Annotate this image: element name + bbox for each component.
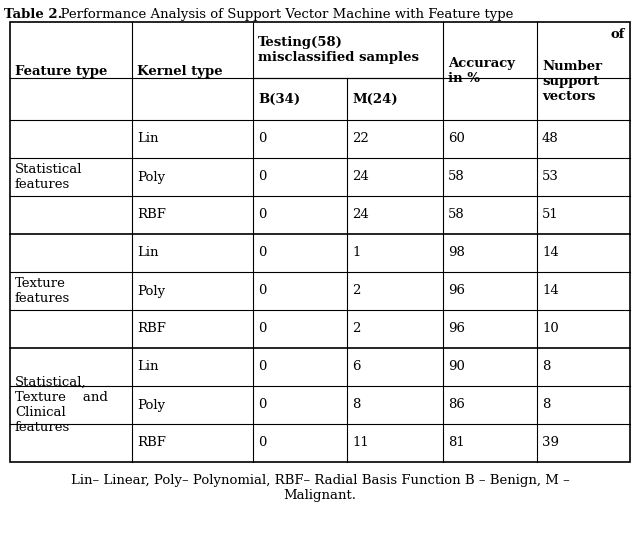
Text: 14: 14: [542, 285, 559, 297]
Text: 86: 86: [448, 398, 465, 412]
Text: 0: 0: [258, 285, 266, 297]
Text: 98: 98: [448, 247, 465, 260]
Text: 14: 14: [542, 247, 559, 260]
Text: of: of: [611, 27, 625, 41]
Text: Testing(58)
misclassified samples: Testing(58) misclassified samples: [258, 36, 419, 64]
Text: 24: 24: [352, 208, 369, 222]
Text: 8: 8: [542, 360, 550, 373]
Text: Feature type: Feature type: [15, 65, 108, 77]
Text: 6: 6: [352, 360, 360, 373]
Text: 24: 24: [352, 170, 369, 184]
Text: Table 2.: Table 2.: [4, 8, 62, 21]
Text: Poly: Poly: [137, 398, 165, 412]
Bar: [10, 22, 630, 462]
Text: 39: 39: [542, 436, 559, 450]
Text: 10: 10: [542, 323, 559, 335]
Text: 0: 0: [258, 360, 266, 373]
Text: 22: 22: [352, 132, 369, 145]
Text: Number
support
vectors: Number support vectors: [542, 60, 602, 104]
Text: 58: 58: [448, 208, 465, 222]
Text: Poly: Poly: [137, 170, 165, 184]
Text: 11: 11: [352, 436, 369, 450]
Text: 60: 60: [448, 132, 465, 145]
Text: 0: 0: [258, 436, 266, 450]
Text: 90: 90: [448, 360, 465, 373]
Text: 0: 0: [258, 170, 266, 184]
Text: 81: 81: [448, 436, 465, 450]
Text: Lin: Lin: [137, 360, 159, 373]
Text: 96: 96: [448, 323, 465, 335]
Text: Kernel type: Kernel type: [137, 65, 223, 77]
Text: 0: 0: [258, 208, 266, 222]
Text: 48: 48: [542, 132, 559, 145]
Text: 2: 2: [352, 285, 360, 297]
Text: 0: 0: [258, 247, 266, 260]
Text: Poly: Poly: [137, 285, 165, 297]
Text: 8: 8: [352, 398, 360, 412]
Text: Lin: Lin: [137, 247, 159, 260]
Text: 96: 96: [448, 285, 465, 297]
Text: Statistical
features: Statistical features: [15, 163, 83, 191]
Text: 53: 53: [542, 170, 559, 184]
Text: M(24): M(24): [352, 92, 397, 106]
Text: 51: 51: [542, 208, 559, 222]
Text: Statistical,
Texture    and
Clinical
features: Statistical, Texture and Clinical featur…: [15, 376, 108, 434]
Text: 2: 2: [352, 323, 360, 335]
Text: Performance Analysis of Support Vector Machine with Feature type: Performance Analysis of Support Vector M…: [52, 8, 513, 21]
Text: B(34): B(34): [258, 92, 300, 106]
Text: 0: 0: [258, 132, 266, 145]
Text: RBF: RBF: [137, 436, 166, 450]
Text: Accuracy
in %: Accuracy in %: [448, 57, 515, 85]
Text: 1: 1: [352, 247, 360, 260]
Text: 58: 58: [448, 170, 465, 184]
Text: RBF: RBF: [137, 323, 166, 335]
Text: 0: 0: [258, 323, 266, 335]
Text: Lin– Linear, Poly– Polynomial, RBF– Radial Basis Function B – Benign, M –
Malign: Lin– Linear, Poly– Polynomial, RBF– Radi…: [70, 474, 570, 502]
Text: Texture
features: Texture features: [15, 277, 70, 305]
Text: 0: 0: [258, 398, 266, 412]
Text: RBF: RBF: [137, 208, 166, 222]
Text: Lin: Lin: [137, 132, 159, 145]
Text: 8: 8: [542, 398, 550, 412]
